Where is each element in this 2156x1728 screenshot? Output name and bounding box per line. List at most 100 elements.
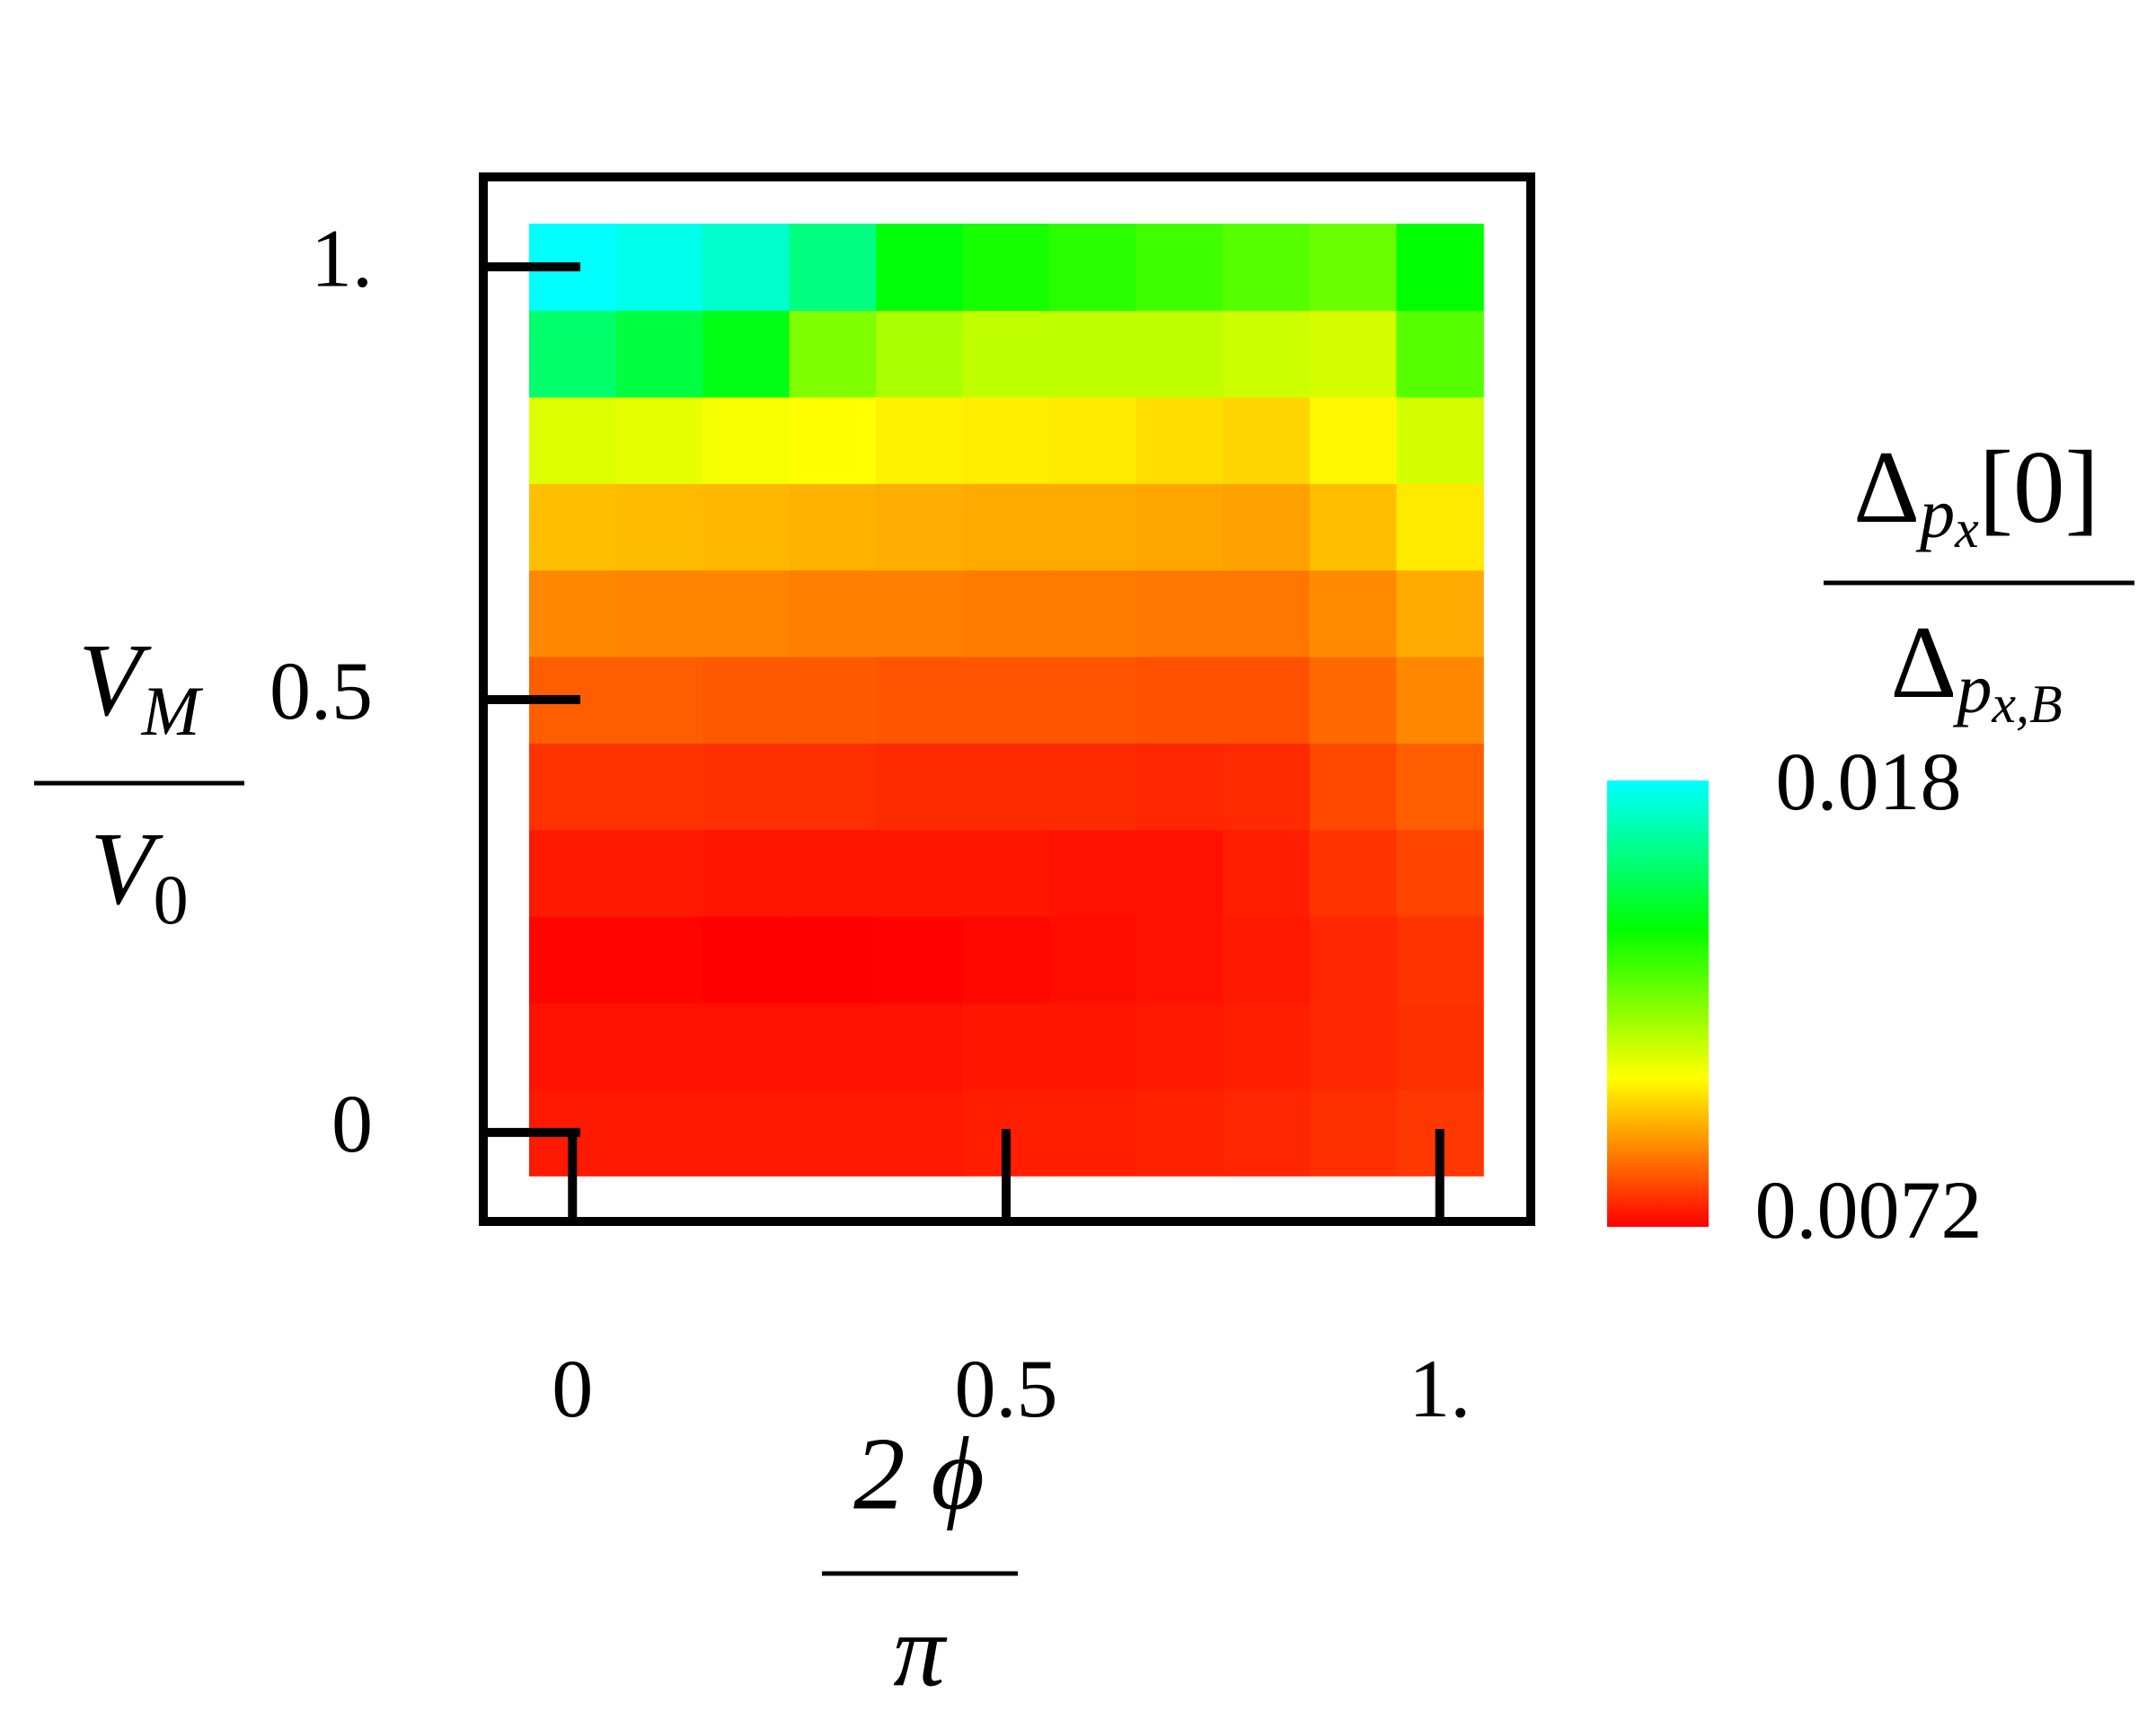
cell [1396, 656, 1484, 744]
cell [962, 396, 1051, 484]
cell [529, 569, 617, 657]
heatmap [529, 224, 1484, 1177]
y-tick-label: 0.5 [270, 645, 373, 736]
cell [1309, 1002, 1398, 1090]
cell [1135, 310, 1224, 398]
cell [615, 829, 703, 917]
cell [1049, 656, 1137, 744]
colorbar-label-denominator: Δpx,B [1890, 605, 2062, 733]
cell [876, 569, 964, 657]
cell [962, 483, 1051, 571]
cell [1309, 569, 1398, 657]
cell [1049, 743, 1137, 831]
cell [876, 1002, 964, 1090]
cell [1135, 915, 1224, 1004]
cell [1135, 396, 1224, 484]
cell [1223, 396, 1311, 484]
cell [1223, 915, 1311, 1004]
cell [1223, 829, 1311, 917]
cell [615, 224, 703, 312]
x-tick-label: 1. [1409, 1343, 1471, 1434]
cell [615, 656, 703, 744]
x-tick-label: 0.5 [955, 1343, 1058, 1434]
cell [962, 743, 1051, 831]
cell [962, 224, 1051, 312]
cell [789, 1002, 877, 1090]
cell [1135, 1089, 1224, 1177]
cell [962, 1002, 1051, 1090]
cell [876, 829, 964, 917]
cell [1223, 569, 1311, 657]
cell [789, 1089, 877, 1177]
cell [1135, 224, 1224, 312]
cell [529, 396, 617, 484]
cell [1309, 743, 1398, 831]
cell [529, 743, 617, 831]
cell [615, 396, 703, 484]
cell [529, 1002, 617, 1090]
cell [1309, 1089, 1398, 1177]
y-tick-label: 0 [331, 1078, 373, 1169]
cell [962, 310, 1051, 398]
cell [789, 829, 877, 917]
cell [876, 396, 964, 484]
cell [789, 656, 877, 744]
cell [1049, 483, 1137, 571]
cell [1135, 829, 1224, 917]
cell [615, 1002, 703, 1090]
colorbar [1607, 780, 1709, 1227]
cell [1049, 224, 1137, 312]
cell [876, 743, 964, 831]
cell [962, 829, 1051, 917]
cell [702, 829, 791, 917]
cell [1135, 656, 1224, 744]
cell [1135, 1002, 1224, 1090]
cell [1309, 656, 1398, 744]
x-label-numerator: 2 ϕ [853, 1416, 985, 1530]
cell [1223, 224, 1311, 312]
cell [1049, 829, 1137, 917]
cell [1049, 1002, 1137, 1090]
colorbar-tick-label: 0.018 [1776, 736, 1962, 827]
cell [529, 829, 617, 917]
cell [1396, 743, 1484, 831]
cell [876, 224, 964, 312]
cell [1135, 743, 1224, 831]
cell [1396, 224, 1484, 312]
cell [702, 915, 791, 1004]
cell [789, 915, 877, 1004]
cell [789, 396, 877, 484]
cell [1309, 483, 1398, 571]
cell [1049, 396, 1137, 484]
colorbar-label-numerator: Δpx[0] [1853, 430, 2099, 558]
cell [876, 656, 964, 744]
cell [702, 224, 791, 312]
cell [876, 483, 964, 571]
cell [529, 310, 617, 398]
cell [1396, 829, 1484, 917]
colorbar-ticks: 0.0072 0.018 [1755, 736, 1983, 1256]
cell [962, 915, 1051, 1004]
x-tick-label: 0 [552, 1343, 593, 1434]
cell [1223, 310, 1311, 398]
cell [702, 310, 791, 398]
cell [615, 1089, 703, 1177]
cell [962, 656, 1051, 744]
cell [1049, 310, 1137, 398]
cell [876, 915, 964, 1004]
cell [789, 743, 877, 831]
cell [876, 1089, 964, 1177]
y-label-numerator: VM [78, 623, 203, 750]
colorbar-tick-label: 0.0072 [1755, 1164, 1983, 1256]
y-label-denominator: V0 [90, 812, 188, 939]
cell [1396, 310, 1484, 398]
cell [1309, 310, 1398, 398]
cell [615, 569, 703, 657]
cell [702, 569, 791, 657]
cell [1135, 569, 1224, 657]
cell [702, 1089, 791, 1177]
cell [529, 915, 617, 1004]
cell [702, 1002, 791, 1090]
ticks: 0 0.5 1. 0 0.5 1. [270, 212, 1471, 1434]
